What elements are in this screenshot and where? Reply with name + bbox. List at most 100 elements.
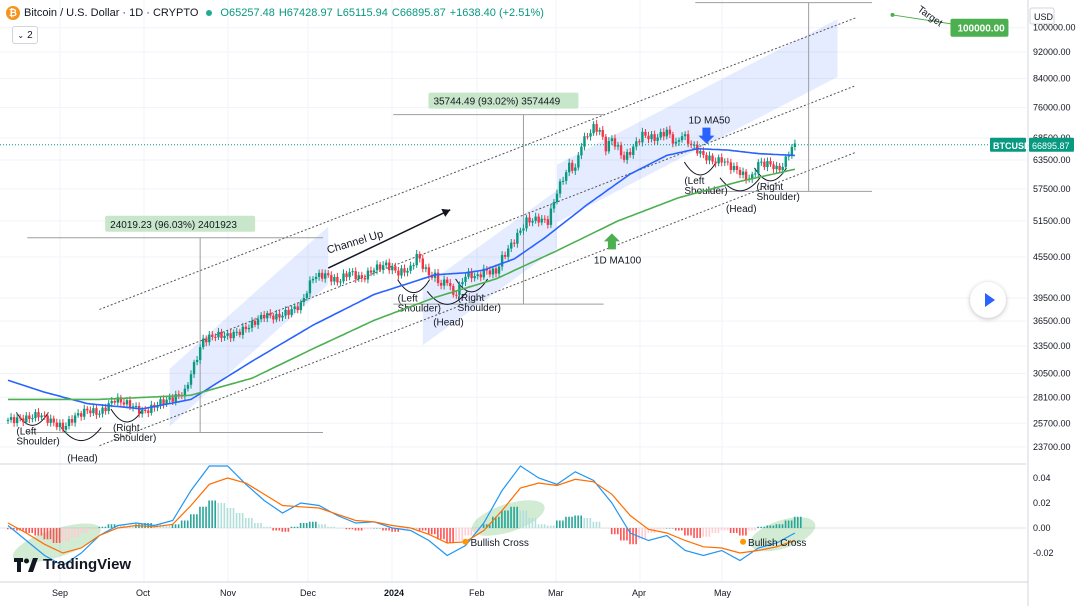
macd-histogram-bar [620, 528, 622, 541]
macd-histogram-bar [647, 528, 650, 533]
price-tick-label: 84000.00 [1033, 74, 1071, 84]
macd-tick-label: 0.02 [1033, 498, 1051, 508]
price-tick-label: 51500.00 [1033, 216, 1071, 226]
macd-histogram-bar [583, 518, 586, 528]
macd-histogram-bar [43, 528, 46, 540]
macd-histogram-bar [757, 526, 759, 528]
target-price-box [950, 18, 1009, 37]
macd-histogram-bar [83, 528, 85, 533]
candle-body [229, 333, 232, 339]
candle-body [503, 254, 507, 257]
macd-histogram-bar [784, 520, 787, 528]
macd-histogram-bar [260, 523, 262, 528]
candle-body [110, 400, 113, 404]
candle-body [186, 384, 190, 389]
candle-body [107, 403, 110, 412]
candle-body [125, 400, 129, 405]
macd-histogram-bar [516, 506, 518, 528]
macd-histogram-bar [354, 528, 357, 531]
macd-histogram-bar [290, 526, 293, 528]
measure-label: 24019.23 (96.03%) 2401923 [110, 220, 237, 231]
macd-histogram-bar [263, 526, 265, 528]
macd-histogram-bar [510, 506, 512, 528]
play-button[interactable] [970, 282, 1006, 318]
candle-body [455, 294, 458, 296]
macd-histogram-bar [333, 526, 335, 528]
candle-body [680, 136, 684, 141]
pattern-left-label: Shoulder) [16, 436, 59, 447]
macd-histogram-bar [568, 516, 570, 528]
candle-body [98, 413, 101, 415]
candle-body [781, 166, 784, 171]
macd-histogram-bar [537, 524, 540, 528]
candle-body [546, 219, 550, 225]
candle-body [616, 145, 620, 147]
macd-histogram-bar [623, 528, 625, 541]
pattern-arc [719, 177, 761, 192]
macd-histogram-bar [68, 528, 70, 542]
candle-body [61, 422, 65, 430]
candle-body [189, 374, 193, 385]
macd-histogram-bar [153, 524, 155, 528]
pattern-right-label: (Right [757, 182, 784, 193]
macd-histogram-bar [107, 524, 110, 528]
candle-body [235, 331, 238, 333]
candle-body [388, 262, 391, 271]
time-tick-label: Nov [220, 588, 237, 598]
candle-body [156, 405, 159, 408]
time-tick-label: Apr [632, 588, 646, 598]
candle-body [717, 157, 720, 164]
candle-body [394, 266, 397, 271]
candle-body [610, 138, 614, 142]
macd-histogram-bar [473, 528, 476, 531]
macd-histogram-bar [760, 526, 762, 528]
macd-histogram-bar [476, 528, 479, 531]
candle-body [150, 404, 153, 413]
down-arrow-icon [698, 127, 715, 144]
macd-histogram-bar [424, 528, 427, 531]
candle-body [360, 275, 363, 279]
macd-histogram-bar [574, 515, 576, 528]
candle-body [461, 281, 464, 285]
candle-body [476, 274, 479, 277]
candle-body [144, 410, 147, 412]
target-label: Target [915, 4, 944, 29]
symbol-header[interactable]: ₿ Bitcoin / U.S. Dollar · 1D · CRYPTO O6… [6, 6, 544, 20]
candle-body [287, 309, 290, 315]
candle-body [52, 418, 55, 423]
signal-line [7, 477, 796, 554]
bullish-cross-point [462, 538, 469, 545]
macd-histogram-bar [28, 528, 30, 533]
candle-body [436, 272, 440, 283]
candle-body [333, 276, 336, 282]
candle-body [385, 262, 388, 266]
indicators-toggle-button[interactable]: ⌄ 2 [12, 26, 38, 44]
macd-histogram-bar [284, 528, 287, 532]
macd-histogram-bar [180, 520, 183, 528]
macd-histogram-bar [498, 516, 500, 528]
candle-body [211, 334, 214, 337]
candle-body [464, 276, 467, 282]
channel-line-top [99, 17, 857, 310]
candle-body [449, 283, 452, 287]
symbol-badge [990, 137, 1026, 152]
macd-histogram-bar [729, 528, 732, 533]
macd-histogram-bar [251, 518, 253, 528]
macd-histogram-bar [162, 525, 165, 528]
macd-histogram-bar [388, 528, 390, 531]
currency-box [1029, 7, 1055, 25]
pattern-head-label: (Head) [67, 454, 98, 465]
macd-histogram-bar [495, 516, 497, 528]
channel-lines [99, 17, 857, 447]
candle-body [119, 397, 123, 403]
candle-body [540, 218, 543, 223]
macd-histogram-bar [678, 528, 680, 531]
time-tick-label: Feb [469, 588, 485, 598]
tradingview-logo[interactable]: TradingView [14, 556, 131, 573]
symbol-badge-label: BTCUSD [993, 141, 1031, 151]
candle-body [73, 415, 77, 423]
candle-body [28, 415, 31, 420]
candle-body [720, 157, 723, 163]
candle-body [568, 162, 571, 173]
